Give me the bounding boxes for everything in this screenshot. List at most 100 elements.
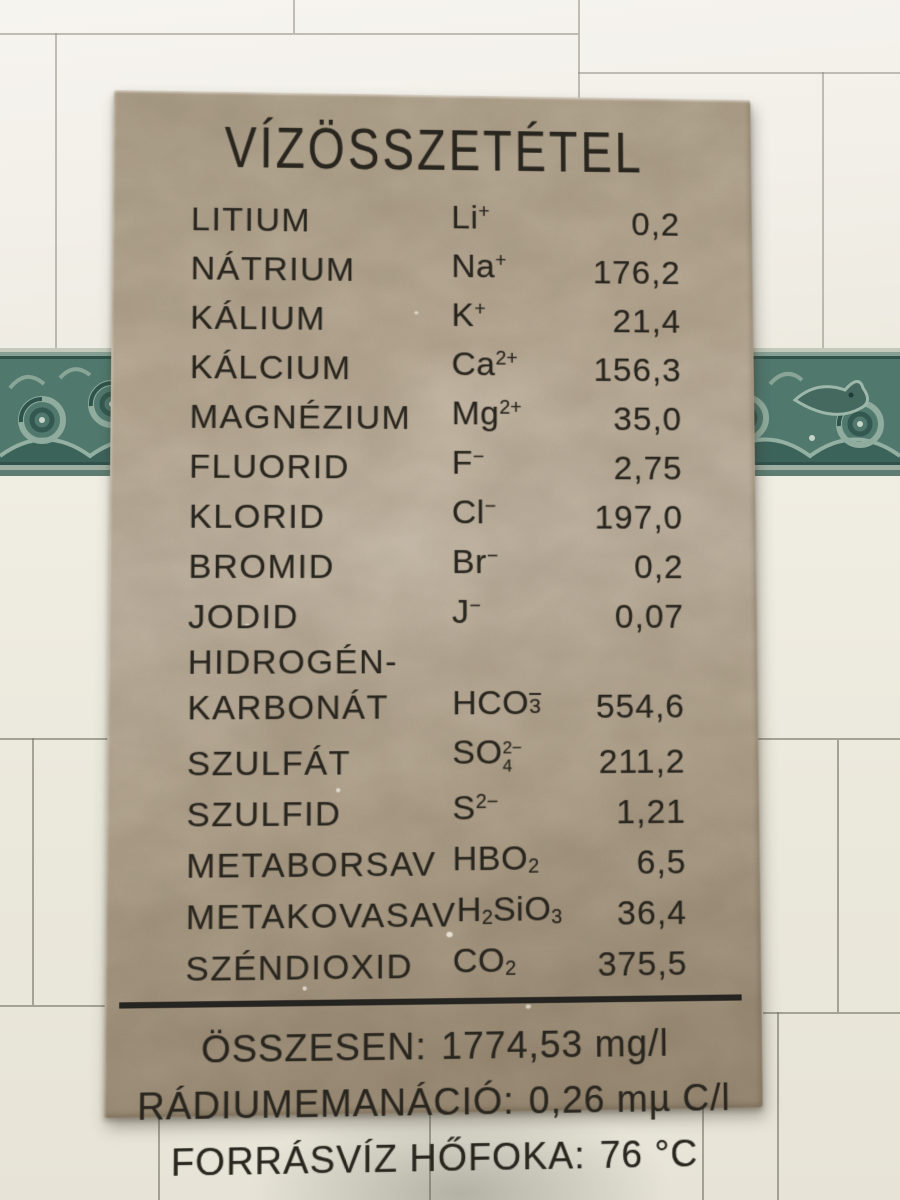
chemical-formula: Cl−: [452, 491, 579, 541]
formula-text: Br: [451, 543, 487, 582]
chemical-formula: Mg2+: [452, 392, 579, 442]
concentration-value: 0,07: [614, 597, 685, 636]
formula-text: Li: [451, 199, 479, 237]
substance-name: KÁLIUM: [190, 298, 327, 338]
formula-text: H: [456, 890, 482, 930]
chemical-formula: CO2: [453, 937, 582, 990]
substance-name: METAKOVASAV: [185, 895, 457, 938]
substance-name: JODID: [187, 598, 299, 637]
grout-line: [578, 72, 900, 74]
formula-text: Na: [451, 247, 496, 286]
formula-text: F: [451, 443, 473, 482]
formula-text: S: [452, 788, 476, 828]
concentration-value: 375,5: [597, 943, 688, 984]
formula-superscript: −: [486, 545, 499, 568]
table-row: FLUORID F− 2,75: [189, 440, 683, 492]
table-row: NÁTRIUM Na+ 176,2: [190, 242, 680, 296]
chemical-formula: SO 2− 4: [452, 730, 580, 786]
grout-line: [763, 1012, 900, 1014]
substance-name: METABORSAV: [186, 844, 437, 886]
grout-line: [777, 1012, 779, 1200]
summary-label: RÁDIUMEMANÁCIÓ:: [136, 1079, 515, 1128]
grout-line: [293, 0, 295, 33]
grout-line: [837, 740, 839, 1012]
divider-line: [119, 994, 742, 1009]
substance-name: KÁLCIUM: [189, 348, 352, 388]
concentration-value: 1,21: [616, 792, 687, 832]
formula-text: Mg: [451, 394, 500, 433]
grout-line: [702, 1108, 704, 1200]
formula-superscript: −: [484, 495, 497, 518]
fish-relief: [792, 380, 869, 416]
table-row: SZULFID S2− 1,21: [186, 784, 686, 838]
substance-name: HIDROGÉN- KARBONÁT: [187, 643, 399, 728]
chemical-formula: K+: [451, 294, 577, 344]
chemical-formula: HBO2: [452, 835, 581, 887]
concentration-value: 211,2: [598, 742, 686, 781]
chemical-formula: HCO3: [452, 681, 580, 731]
grout-line: [55, 33, 57, 348]
chemical-formula: H2SiO3: [456, 886, 585, 938]
substance-name: MAGNÉZIUM: [189, 397, 412, 437]
table-row: KÁLIUM K+ 21,4: [190, 291, 681, 344]
grout-line: [158, 1108, 160, 1200]
stone-plaque: VÍZÖSSZETÉTEL LITIUM Li+ 0,2 NÁTRIUM Na+ 176,…: [103, 90, 763, 1184]
grout-line: [822, 72, 824, 348]
substance-name: SZÉNDIOXID: [185, 946, 414, 989]
substance-name: KLORID: [188, 497, 326, 536]
concentration-value: 176,2: [592, 254, 681, 292]
grout-line: [429, 1108, 431, 1200]
formula-text: SO: [452, 733, 503, 772]
summary-radium-emanation: RÁDIUMEMANÁCIÓ: 0,26 mµ C/l: [137, 1070, 731, 1135]
formula-text: K: [451, 296, 475, 334]
chemical-formula: Li+: [451, 196, 577, 246]
formula-subscript: 3: [551, 905, 563, 929]
table-row: MAGNÉZIUM Mg2+ 35,0: [189, 390, 682, 442]
formula-superscript: 2+: [499, 397, 522, 419]
formula-subscript: 2: [481, 906, 493, 929]
substance-name: SZULFÁT: [186, 743, 352, 784]
table-row: JODID J− 0,07: [188, 590, 684, 640]
grout-line: [0, 33, 578, 35]
summary-value: 1774,53 mg/l: [441, 1021, 669, 1067]
formula-superscript: +: [478, 201, 490, 223]
formula-overbar-subscript: 3: [529, 694, 541, 719]
formula-subscript: 2: [528, 854, 540, 878]
chemical-formula: Na+: [451, 245, 577, 295]
table-row: HIDROGÉN- KARBONÁT HCO3 554,6: [187, 640, 685, 732]
substance-name: LITIUM: [190, 200, 312, 240]
formula-text: Cl: [451, 493, 485, 532]
chemical-formula: F−: [452, 441, 579, 491]
formula-text: HCO: [452, 683, 530, 723]
chemical-formula: Br−: [452, 540, 579, 590]
formula-stacked-charge: 2− 4: [502, 738, 522, 775]
formula-superscript: −: [469, 595, 481, 618]
formula-text: J: [451, 593, 470, 632]
summary-value: 76 °C: [599, 1131, 699, 1176]
summary-label: ÖSSZESEN:: [200, 1024, 427, 1071]
concentration-value: 156,3: [593, 351, 682, 390]
chemical-formula: S2−: [452, 785, 580, 836]
chemical-formula: J−: [452, 590, 580, 640]
concentration-value: 6,5: [636, 842, 687, 882]
table-row: KÁLCIUM Ca2+ 156,3: [190, 340, 682, 393]
formula-superscript: +: [474, 298, 486, 321]
table-row: METAKOVASAV H2SiO3 36,4: [186, 885, 688, 941]
formula-text: HBO: [452, 838, 529, 879]
formula-subscript: 2: [505, 956, 517, 980]
concentration-value: 197,0: [594, 498, 684, 537]
plaque-summary: ÖSSZESEN: 1774,53 mg/l RÁDIUMEMANÁCIÓ: 0…: [103, 1014, 764, 1192]
substance-name: FLUORID: [189, 447, 350, 487]
plaque-title-text: VÍZÖSSZETÉTEL: [224, 116, 644, 186]
formula-superscript: 2+: [495, 347, 518, 370]
table-row: LITIUM Li+ 0,2: [191, 193, 681, 247]
substance-name: NÁTRIUM: [190, 249, 356, 289]
substance-name: SZULFID: [186, 794, 342, 835]
grout-line: [32, 738, 34, 1005]
formula-superscript: 2−: [502, 738, 522, 758]
summary-value: 0,26 mµ C/l: [528, 1075, 731, 1122]
concentration-value: 554,6: [595, 687, 686, 726]
summary-spring-temperature: FORRÁSVÍZ HŐFOKA: 76 °C: [171, 1126, 699, 1192]
concentration-value: 0,2: [633, 548, 684, 587]
